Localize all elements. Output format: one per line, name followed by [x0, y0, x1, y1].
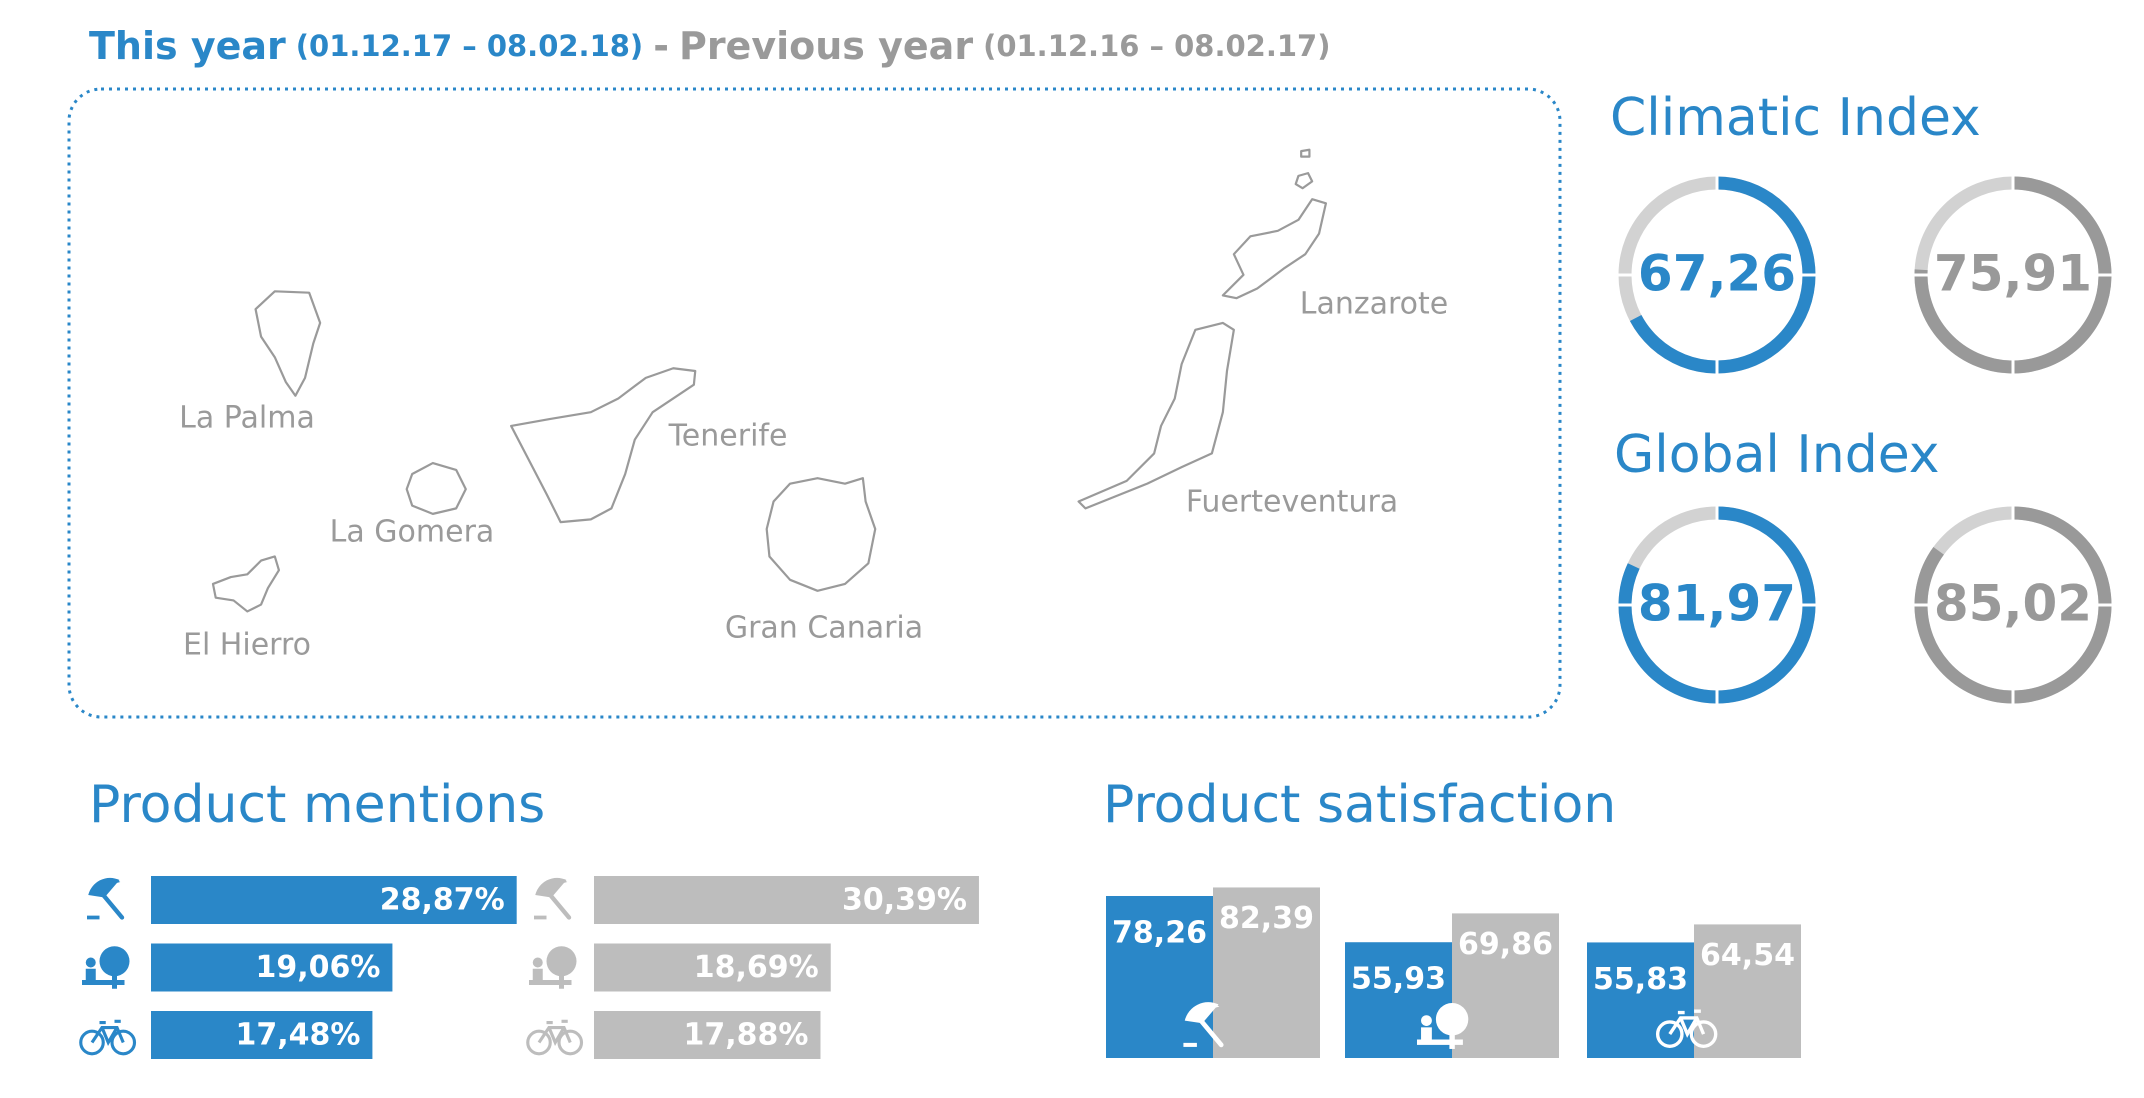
- icon: [529, 946, 577, 989]
- icon: [1655, 1009, 1718, 1048]
- gauge-value: 75,91: [1934, 245, 2092, 303]
- bar-value-label: 55,93: [1351, 962, 1446, 997]
- island-label: Gran Canaria: [725, 611, 923, 646]
- bar-value-label: 17,88%: [684, 1018, 809, 1053]
- previous-year: Previous year: [679, 24, 973, 68]
- bar-value-label: 28,87%: [380, 883, 505, 918]
- island-shape: [405, 461, 467, 515]
- island-shape: [1294, 172, 1314, 190]
- gauge-arc: [1618, 506, 1816, 704]
- icon: [82, 946, 130, 989]
- bar-value-label: 64,54: [1700, 938, 1795, 973]
- bar: [594, 943, 831, 992]
- bar: [594, 876, 979, 924]
- bar-value-label: 82,39: [1219, 901, 1314, 936]
- chart-title: Global Index: [1614, 425, 1940, 485]
- bar: [594, 1011, 821, 1059]
- icon-part: [532, 957, 543, 968]
- icon-part: [1435, 1003, 1469, 1036]
- icon-part: [537, 1019, 572, 1047]
- icon-part: [110, 1029, 137, 1056]
- separator: -: [653, 24, 669, 68]
- icon: [79, 1019, 137, 1056]
- icon-part: [557, 1029, 584, 1056]
- bar: [151, 943, 393, 992]
- bar-value-label: 55,83: [1593, 962, 1688, 997]
- icon-part: [90, 1019, 125, 1047]
- gauge-arc: [1914, 506, 2112, 704]
- icon: [87, 877, 125, 920]
- this-year: This year: [89, 24, 286, 68]
- map-shapes: [211, 148, 1328, 613]
- bar: [1106, 896, 1213, 1058]
- bar-value-label: 69,86: [1458, 927, 1553, 962]
- bar: [151, 1011, 373, 1059]
- island-label: La Palma: [179, 401, 315, 436]
- chart-title: Climatic Index: [1610, 88, 1981, 148]
- gauge-value: 81,97: [1638, 575, 1796, 633]
- map-frame: [67, 87, 1562, 719]
- bar: [1213, 887, 1320, 1058]
- header: This year (01.12.17 – 08.02.18) - Previous …: [89, 24, 1330, 68]
- icon-part: [88, 877, 120, 898]
- this-range: (01.12.17 – 08.02.18): [296, 29, 643, 63]
- icon-part: [1689, 1020, 1718, 1048]
- bar: [1452, 913, 1559, 1058]
- icon: [534, 877, 572, 920]
- icon-part: [1655, 1020, 1684, 1048]
- icon-part: [526, 1029, 552, 1056]
- island-shape: [510, 367, 697, 524]
- bar: [151, 876, 517, 924]
- gauge-value: 67,26: [1638, 245, 1796, 303]
- icon: [1417, 1003, 1469, 1049]
- icon-part: [532, 968, 543, 980]
- icon-part: [1417, 1039, 1463, 1045]
- icon: [1183, 1002, 1224, 1048]
- icon-part: [85, 968, 96, 980]
- icon-part: [548, 892, 572, 920]
- bar-value-label: 19,06%: [255, 950, 380, 985]
- island-label: Tenerife: [668, 419, 788, 454]
- icon-part: [1668, 1009, 1706, 1038]
- previous-range: (01.12.16 – 08.02.17): [983, 29, 1330, 63]
- bar: [1345, 942, 1452, 1058]
- island-shape: [1300, 148, 1311, 158]
- icon-part: [1421, 1027, 1432, 1040]
- island-label: Fuerteventura: [1186, 485, 1398, 520]
- icon-part: [529, 980, 572, 985]
- bar: [1694, 924, 1801, 1058]
- icon-part: [79, 1029, 105, 1056]
- icon-part: [535, 877, 567, 898]
- bar-value-label: 78,26: [1112, 916, 1207, 951]
- icon-part: [1184, 1002, 1219, 1024]
- icon-part: [85, 957, 96, 968]
- island-shape: [211, 555, 281, 613]
- icon-part: [1421, 1015, 1432, 1026]
- island-label: La Gomera: [330, 515, 495, 550]
- gauge-arc: [1914, 176, 2112, 374]
- icon-part: [99, 946, 130, 977]
- icon-part: [101, 892, 125, 920]
- bar: [1587, 942, 1694, 1058]
- island-label: Lanzarote: [1300, 287, 1449, 322]
- bar-value-label: 18,69%: [694, 950, 819, 985]
- gauge-arc: [1629, 176, 1816, 374]
- island-label: El Hierro: [183, 628, 311, 663]
- icon-part: [1198, 1018, 1224, 1048]
- island-shape: [1221, 198, 1328, 300]
- icon-part: [546, 946, 577, 977]
- bar-value-label: 17,48%: [235, 1018, 360, 1053]
- chart-title: Product mentions: [89, 775, 545, 835]
- island-shape: [1077, 321, 1235, 510]
- bar-value-label: 30,39%: [842, 883, 967, 918]
- chart-title: Product satisfaction: [1103, 775, 1616, 835]
- island-shape: [765, 477, 877, 592]
- gauge-value: 85,02: [1934, 575, 2092, 633]
- island-shape: [254, 290, 322, 397]
- icon-part: [82, 980, 125, 985]
- icon: [526, 1019, 584, 1056]
